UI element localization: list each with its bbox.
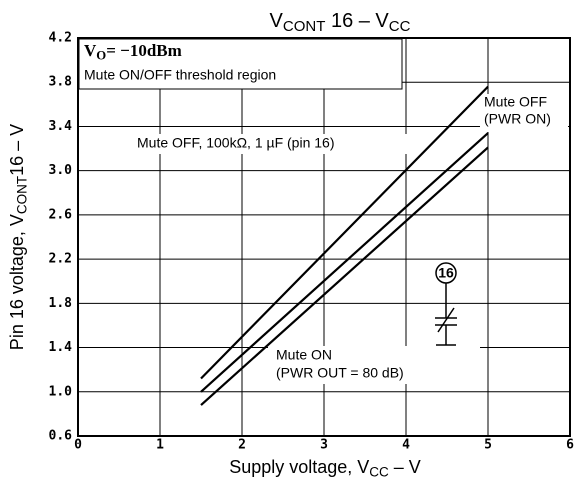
annotation-part: O <box>96 48 106 62</box>
y-tick-label: 3.0 <box>49 163 73 178</box>
annotation-part: V <box>84 41 97 60</box>
x-tick-label: 0 <box>74 438 82 453</box>
y-axis-label-part: 16 – V <box>7 124 27 176</box>
x-tick-label: 3 <box>320 438 328 453</box>
x-axis-label-part: CC <box>369 464 389 479</box>
capacitor-symbol <box>435 262 457 346</box>
x-tick-label: 2 <box>238 438 246 453</box>
line-series <box>200 85 489 380</box>
line-series <box>200 132 489 393</box>
legend-box <box>78 38 403 90</box>
annotation: Mute ON <box>276 347 332 363</box>
x-axis-label-part: – V <box>389 457 421 477</box>
y-tick-label: 3.4 <box>49 119 73 134</box>
y-tick-label: 1.8 <box>49 296 73 311</box>
annotation: Mute OFF <box>484 94 547 110</box>
y-tick-label: 2.6 <box>49 207 73 222</box>
chart-title-part: 16 – V <box>325 10 389 32</box>
x-axis-label: Supply voltage, VCC – V <box>229 457 421 479</box>
y-tick-label: 0.6 <box>49 429 73 444</box>
y-tick-label: 1.4 <box>49 340 73 355</box>
annotation: Mute ON/OFF threshold region <box>84 67 276 83</box>
annotation: (PWR ON) <box>484 111 551 127</box>
y-axis-label-part: CONT <box>14 176 29 214</box>
y-axis-label: Pin 16 voltage, VCONT16 – V <box>7 124 29 350</box>
chart-title-part: CC <box>389 18 411 35</box>
x-tick-label: 4 <box>402 438 410 453</box>
label-box <box>268 346 480 384</box>
label-box <box>480 94 568 132</box>
annotation: (PWR OUT = 80 dB) <box>276 365 404 381</box>
line-series <box>200 146 489 406</box>
chart-title-part: V <box>270 10 284 32</box>
annotation-part: = −10dBm <box>106 41 182 60</box>
x-axis-label-part: Supply voltage, V <box>229 457 369 477</box>
y-tick-label: 4.2 <box>49 31 72 46</box>
pin-label: 16 <box>438 265 454 281</box>
x-tick-label: 1 <box>156 438 164 453</box>
annotation: Mute OFF, 100kΩ, 1 µF (pin 16) <box>137 135 335 151</box>
y-axis-label-part: Pin 16 voltage, V <box>7 214 27 350</box>
y-tick-label: 3.8 <box>49 75 73 90</box>
y-tick-label: 1.0 <box>49 384 73 399</box>
annotation: VO= −10dBm <box>84 41 182 62</box>
plot-frame <box>77 37 571 437</box>
x-tick-label: 5 <box>484 438 492 453</box>
chart-title: VCONT 16 – VCC <box>270 10 411 35</box>
label-box <box>132 134 410 154</box>
y-tick-label: 2.2 <box>49 252 72 267</box>
x-tick-label: 6 <box>566 438 574 453</box>
chart-title-part: CONT <box>283 18 326 35</box>
